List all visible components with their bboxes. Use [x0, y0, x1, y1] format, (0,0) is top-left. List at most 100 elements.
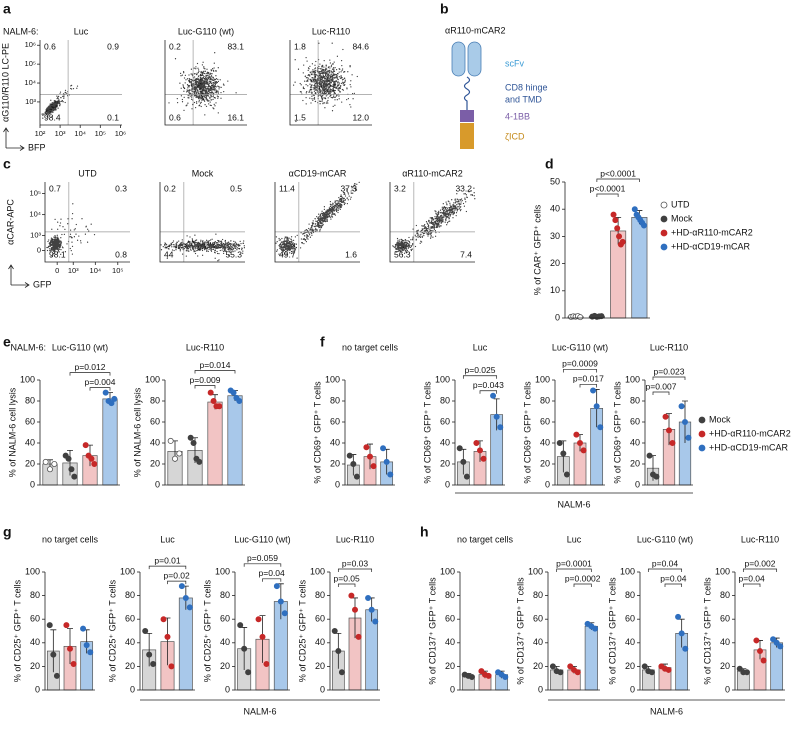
axis-line	[164, 380, 245, 486]
panel-letter: f	[320, 334, 325, 350]
y-tick-label: 20	[445, 661, 455, 671]
group-label: NALM-6	[557, 499, 590, 509]
y-tick-label: 100	[325, 374, 340, 384]
scfv-heavy	[451, 41, 466, 77]
y-tick-label: 80	[533, 590, 543, 600]
data-point	[773, 639, 780, 646]
error-bar	[50, 629, 57, 673]
legend-marker	[698, 416, 706, 424]
y-tick-label: 100	[25, 566, 40, 576]
legend-label: Mock	[709, 414, 731, 424]
legend-label: +HD-αCD19-mCAR	[671, 241, 750, 251]
y-tick-label: 20	[150, 458, 160, 468]
data-point	[753, 637, 760, 644]
event-cloud	[275, 234, 303, 259]
data-point	[150, 661, 157, 668]
bracket	[562, 369, 598, 373]
data-point	[53, 672, 60, 679]
axis-line	[234, 572, 290, 691]
y-tick-label: 40	[445, 637, 455, 647]
quadrant-percent: 1.6	[345, 249, 357, 259]
plot-title: αR110-mCAR2	[402, 168, 463, 178]
panel-letter: h	[420, 524, 429, 540]
bar	[227, 395, 243, 486]
y-tick-label: 60	[315, 614, 325, 624]
y-tick-label: 60	[630, 416, 640, 426]
y-tick-label: 20	[440, 458, 450, 468]
label-zicd: ζICD	[505, 131, 525, 141]
y-tick-label: 20	[533, 661, 543, 671]
y-axis-label: % of CD69⁺ GFP⁺ T cells	[422, 381, 432, 484]
data-point	[387, 471, 394, 478]
y-tick-label: 100	[145, 374, 160, 384]
y-tick-label: 100	[620, 566, 635, 576]
data-point	[331, 628, 338, 635]
data-point	[497, 424, 504, 431]
data-point	[476, 447, 483, 454]
quadrant-percent: 0.2	[164, 183, 176, 193]
y-tick-label: 40	[550, 204, 560, 214]
y-tick-label: 60	[125, 614, 135, 624]
data-point	[281, 610, 288, 617]
axis-line	[547, 572, 600, 691]
y-tick-label: 40	[625, 637, 635, 647]
error-bar	[146, 632, 153, 667]
y-axis-label: % of CAR⁺ GFP⁺ cells	[532, 204, 542, 295]
data-point	[678, 630, 685, 637]
legend-label: UTD	[671, 199, 690, 209]
y-tick-label: 20	[330, 458, 340, 468]
data-point	[760, 657, 767, 664]
quadrant-percent: 44	[164, 249, 174, 259]
axis-line	[289, 40, 372, 126]
axis-line	[554, 380, 605, 486]
data-point	[335, 648, 342, 655]
data-point	[164, 633, 171, 640]
data-point	[597, 424, 604, 431]
data-point	[366, 453, 373, 460]
data-point	[108, 400, 115, 407]
p-value: p=0.04	[652, 558, 679, 568]
data-point	[80, 625, 87, 632]
data-point	[614, 225, 621, 232]
data-point	[46, 622, 53, 629]
bracket	[148, 565, 187, 570]
data-point	[372, 618, 379, 625]
p-value: p=0.007	[646, 381, 677, 391]
x-tick-label: 10³	[68, 266, 79, 275]
y-tick-label: 80	[720, 590, 730, 600]
y-tick-label: 80	[220, 590, 230, 600]
data-point	[255, 616, 262, 623]
data-point	[770, 636, 777, 643]
data-point	[355, 633, 362, 640]
bracket	[194, 385, 216, 389]
bar	[178, 597, 193, 691]
legend-label: +HD-αCD19-mCAR	[709, 442, 788, 452]
data-point	[641, 663, 648, 670]
data-point	[82, 442, 89, 449]
y-tick-label: 20	[540, 458, 550, 468]
y-tick-label: 80	[125, 590, 135, 600]
axis-line	[329, 572, 380, 691]
data-point	[230, 389, 237, 396]
bracket	[652, 391, 670, 395]
p-value: p=0.009	[190, 375, 221, 385]
data-point	[142, 628, 149, 635]
p-value: p=0.0002	[565, 573, 601, 583]
y-tick-label: 100	[440, 566, 455, 576]
y-axis-label: % of CD69⁺ GFP⁺ T cells	[522, 381, 532, 484]
plot-title: Luc	[74, 26, 89, 36]
plot-title: no target cells	[42, 534, 99, 544]
data-point	[187, 434, 194, 441]
data-point	[563, 471, 570, 478]
y-tick-label: 10³	[30, 230, 41, 239]
data-point	[346, 452, 353, 459]
data-point	[456, 445, 463, 452]
quadrant-percent: 56.3	[394, 249, 411, 259]
bracket	[89, 387, 111, 391]
data-point	[245, 669, 252, 676]
y-tick-label: 60	[445, 614, 455, 624]
data-point	[263, 661, 270, 668]
data-point	[682, 418, 689, 425]
data-point	[493, 413, 500, 420]
plot-title: Mock	[192, 168, 214, 178]
